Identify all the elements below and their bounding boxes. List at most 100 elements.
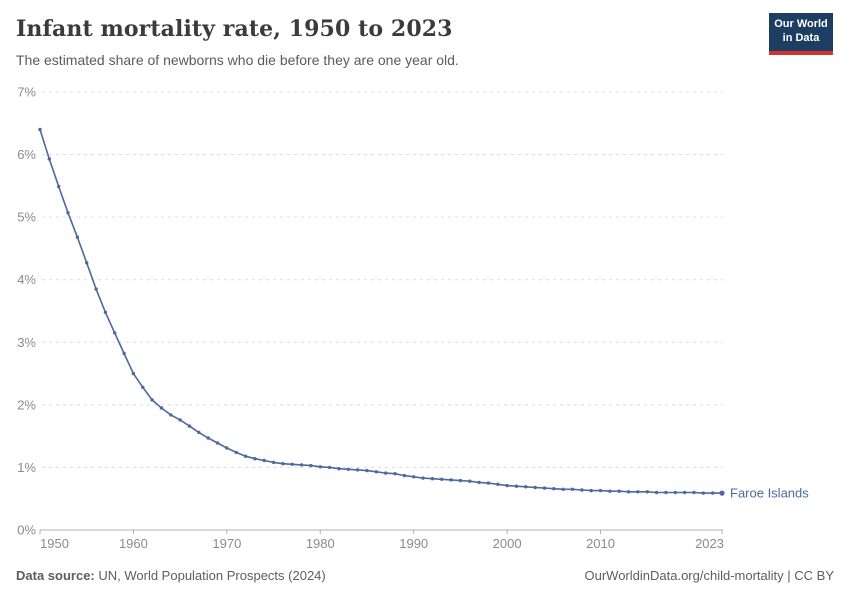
x-tick-label: 2023 bbox=[695, 536, 724, 551]
data-point bbox=[38, 127, 42, 132]
data-point bbox=[113, 331, 117, 335]
data-point bbox=[66, 211, 70, 215]
y-axis-labels: 0% 1% 2% 3% 4% 5% 6% 7% bbox=[17, 85, 36, 538]
page-title: Infant mortality rate, 1950 to 2023 bbox=[16, 16, 453, 42]
data-line bbox=[39, 129, 722, 494]
data-point bbox=[402, 473, 407, 478]
data-point bbox=[290, 462, 294, 466]
data-point bbox=[327, 465, 332, 470]
y-tick-label: 4% bbox=[17, 272, 36, 287]
y-tick-label: 1% bbox=[17, 460, 36, 475]
data-point bbox=[150, 398, 154, 402]
data-point bbox=[552, 487, 556, 491]
data-point bbox=[262, 458, 266, 463]
data-point bbox=[449, 478, 453, 482]
owid-url-link[interactable]: OurWorldinData.org/child-mortality | CC … bbox=[584, 568, 835, 583]
data-point bbox=[225, 446, 229, 450]
data-point bbox=[47, 157, 51, 161]
x-tick-label: 1960 bbox=[119, 536, 148, 551]
y-tick-label: 0% bbox=[17, 523, 36, 538]
data-point bbox=[234, 450, 238, 455]
x-tick-label: 1980 bbox=[306, 536, 335, 551]
x-axis bbox=[39, 529, 723, 534]
data-point bbox=[692, 490, 696, 495]
data-point bbox=[57, 184, 61, 189]
data-source-note: Data source: UN, World Population Prospe… bbox=[16, 568, 326, 583]
data-point bbox=[421, 476, 425, 480]
data-point bbox=[477, 480, 481, 485]
data-point bbox=[458, 478, 463, 483]
data-point bbox=[355, 468, 360, 472]
data-point bbox=[496, 482, 500, 486]
data-point bbox=[169, 413, 173, 417]
data-point bbox=[711, 491, 715, 495]
data-point bbox=[673, 490, 677, 495]
data-source-label: Data source: bbox=[16, 568, 95, 583]
entity-label[interactable]: Faroe Islands bbox=[730, 486, 809, 501]
data-point bbox=[131, 371, 136, 376]
data-point bbox=[309, 463, 313, 468]
owid-logo-line1: Our World bbox=[774, 18, 828, 30]
data-point bbox=[468, 479, 472, 483]
x-tick-label: 1950 bbox=[40, 536, 69, 551]
data-point bbox=[412, 475, 416, 479]
data-point bbox=[654, 490, 659, 495]
data-point bbox=[318, 465, 322, 469]
data-point bbox=[440, 477, 444, 481]
data-point bbox=[122, 351, 126, 356]
data-point bbox=[206, 436, 210, 440]
data-points bbox=[38, 127, 725, 496]
owid-logo-line2: in Data bbox=[782, 31, 820, 44]
data-point bbox=[617, 489, 621, 493]
data-point bbox=[719, 490, 725, 496]
data-point bbox=[580, 488, 584, 492]
data-point bbox=[589, 488, 593, 493]
x-axis-labels: 1950 1960 1970 1980 1990 2000 2010 2023 bbox=[40, 536, 724, 551]
data-point bbox=[75, 235, 80, 239]
data-point bbox=[85, 261, 89, 265]
data-point bbox=[430, 477, 435, 481]
data-point bbox=[178, 418, 182, 422]
chart-subtitle: The estimated share of newborns who die … bbox=[16, 52, 459, 68]
data-point bbox=[187, 424, 192, 428]
data-point bbox=[271, 460, 276, 465]
data-point bbox=[393, 472, 397, 476]
data-point bbox=[243, 454, 248, 458]
data-point bbox=[682, 490, 687, 495]
data-point bbox=[103, 310, 108, 314]
y-tick-label: 6% bbox=[17, 147, 36, 162]
data-point bbox=[505, 483, 509, 488]
data-point bbox=[159, 406, 164, 410]
data-point bbox=[384, 471, 388, 475]
data-point bbox=[281, 462, 285, 466]
data-point bbox=[514, 484, 519, 488]
data-point bbox=[533, 485, 537, 490]
owid-logo[interactable]: Our World in Data bbox=[769, 13, 833, 55]
data-point bbox=[570, 487, 575, 491]
chart-footer: Data source: UN, World Population Prospe… bbox=[16, 568, 834, 583]
data-point bbox=[636, 490, 640, 494]
x-tick-label: 1970 bbox=[212, 536, 241, 551]
y-tick-label: 7% bbox=[17, 85, 36, 100]
data-point bbox=[701, 491, 705, 495]
x-tick-label: 2000 bbox=[493, 536, 522, 551]
data-point bbox=[141, 385, 145, 389]
y-tick-label: 2% bbox=[17, 397, 36, 412]
data-point bbox=[645, 490, 649, 494]
data-point bbox=[215, 441, 220, 445]
data-point bbox=[299, 463, 304, 467]
data-point bbox=[365, 468, 369, 473]
data-point bbox=[94, 287, 98, 291]
data-point bbox=[253, 457, 257, 461]
data-source-text: UN, World Population Prospects (2024) bbox=[94, 568, 326, 583]
y-tick-label: 3% bbox=[17, 335, 36, 350]
data-point bbox=[346, 467, 350, 471]
data-point bbox=[598, 488, 603, 493]
y-tick-label: 5% bbox=[17, 210, 36, 225]
data-point bbox=[374, 470, 378, 474]
data-point bbox=[664, 490, 668, 495]
data-point bbox=[197, 430, 201, 435]
data-point bbox=[561, 487, 565, 491]
